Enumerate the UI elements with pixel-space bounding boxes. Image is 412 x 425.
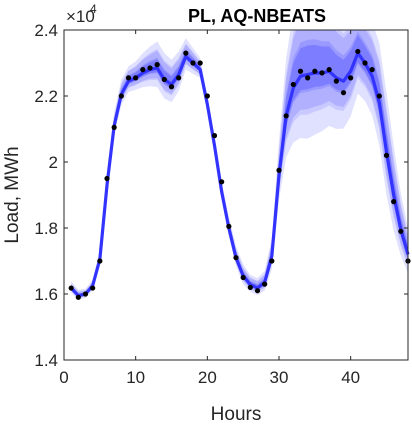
data-point [283, 113, 289, 119]
data-point [319, 70, 325, 76]
x-axis-label: Hours [211, 404, 262, 425]
data-point [348, 75, 354, 81]
data-point [82, 291, 89, 297]
data-point [326, 67, 332, 73]
x-tick-label: 20 [198, 368, 217, 387]
data-point [147, 65, 153, 71]
tick-labels: 0 10 20 30 40 1.4 1.6 1.8 2 2.2 2.4 [34, 21, 360, 387]
y-tick-label: 2 [49, 153, 58, 172]
interval-band-outer-1 [71, 30, 408, 299]
data-point [183, 50, 189, 56]
x-tick-label: 10 [126, 368, 145, 387]
plot-frame [63, 29, 409, 361]
data-point [133, 75, 139, 81]
data-point [391, 199, 397, 205]
data-point [190, 60, 196, 66]
data-point [355, 48, 361, 55]
data-point [254, 288, 261, 294]
data-point [233, 255, 239, 261]
interval-bands [71, 30, 408, 300]
data-point [247, 284, 253, 290]
data-point [97, 258, 103, 264]
data-point [219, 179, 225, 185]
y-tick-label: 1.8 [34, 219, 58, 238]
data-point [312, 68, 318, 74]
median-line-group [70, 51, 410, 298]
data-point [290, 81, 296, 88]
data-point [305, 75, 311, 81]
x-tick-label: 30 [270, 368, 289, 387]
data-point [104, 175, 110, 182]
data-point [154, 62, 160, 68]
data-point [376, 93, 382, 99]
data-point [125, 75, 132, 81]
data-point [297, 68, 304, 74]
x-tick-label: 0 [59, 368, 68, 387]
data-point [333, 78, 339, 84]
interval-band-outer-0 [71, 30, 408, 300]
data-point [204, 93, 210, 99]
data-point [90, 285, 96, 291]
y-tick-label: 2.2 [34, 87, 58, 106]
chart-title: PL, AQ-NBEATS [188, 6, 326, 26]
data-point [226, 223, 232, 229]
y-tick-label: 1.4 [34, 351, 58, 370]
data-point [240, 274, 246, 281]
data-point [140, 67, 146, 73]
data-point [75, 294, 81, 300]
data-point [340, 90, 347, 96]
data-point [369, 67, 375, 73]
data-point [398, 228, 404, 234]
data-point [269, 258, 275, 264]
axes [63, 29, 409, 361]
data-point [211, 133, 218, 139]
data-point [383, 152, 390, 158]
y-axis-label: Load, MWh [2, 146, 23, 243]
data-point [197, 60, 203, 66]
data-point [161, 76, 167, 83]
interval-band-middle-2 [71, 30, 408, 298]
y-exponent-label: ×10 [66, 7, 95, 26]
data-point [176, 75, 182, 81]
data-point [111, 124, 117, 130]
median-line [70, 51, 410, 298]
x-tick-label: 40 [341, 368, 360, 387]
data-point [276, 167, 282, 173]
data-point [168, 84, 175, 90]
data-points [68, 48, 411, 300]
data-point [68, 285, 74, 291]
y-tick-label: 1.6 [34, 285, 58, 304]
data-point [262, 281, 268, 287]
data-point [362, 60, 368, 66]
y-tick-label: 2.4 [34, 21, 58, 40]
y-exponent-power: 4 [90, 2, 97, 16]
data-point [118, 93, 124, 99]
